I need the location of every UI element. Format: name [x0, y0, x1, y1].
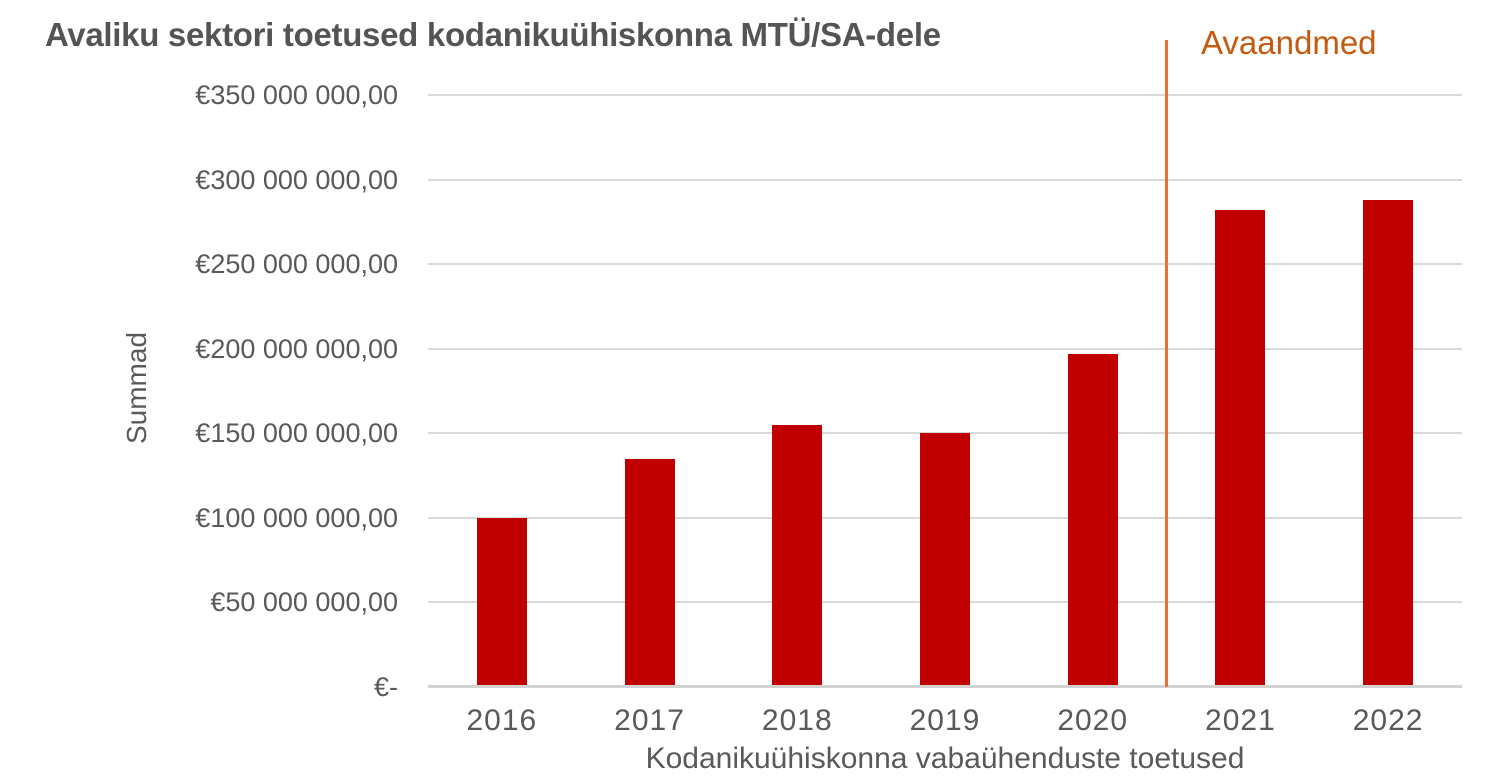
gridline: [428, 263, 1462, 266]
y-tick-label: €-: [373, 672, 398, 702]
x-tick-label: 2019: [909, 704, 981, 737]
open-data-annotation-label: Avaandmed: [1201, 24, 1377, 61]
x-tick-label: 2020: [1057, 704, 1129, 737]
y-tick-label: €200 000 000,00: [195, 333, 398, 364]
bar-2017: [624, 458, 675, 687]
gridline: [428, 432, 1462, 435]
chart-title: Avaliku sektori toetused kodanikuühiskon…: [45, 16, 941, 53]
x-tick-label: 2022: [1352, 704, 1424, 737]
y-tick-label: €350 000 000,00: [195, 80, 398, 110]
x-axis-title: Kodanikuühiskonna vabaühenduste toetused: [645, 742, 1245, 775]
gridline: [428, 347, 1462, 350]
plot-area: [428, 94, 1462, 687]
x-tick-label: 2021: [1205, 704, 1276, 737]
y-tick-label: €150 000 000,00: [195, 418, 398, 449]
y-tick-label: €50 000 000,00: [210, 587, 398, 618]
bar-2020: [1067, 353, 1118, 687]
y-tick-label: €300 000 000,00: [195, 164, 398, 195]
y-tick-label: €100 000 000,00: [195, 502, 398, 533]
y-tick-label: €250 000 000,00: [195, 249, 398, 280]
x-tick-label: 2018: [761, 704, 833, 737]
bar-2021: [1215, 210, 1266, 687]
bar-2018: [772, 424, 823, 687]
bar-2019: [920, 433, 970, 687]
x-tick-label: 2016: [466, 704, 538, 737]
open-data-divider-line: [1165, 40, 1169, 687]
gridline: [428, 94, 1462, 96]
bar-2016: [476, 517, 527, 687]
gridline: [428, 178, 1462, 181]
x-tick-label: 2017: [614, 704, 685, 737]
x-axis-line: [428, 685, 1462, 688]
bar-2022: [1363, 199, 1414, 687]
